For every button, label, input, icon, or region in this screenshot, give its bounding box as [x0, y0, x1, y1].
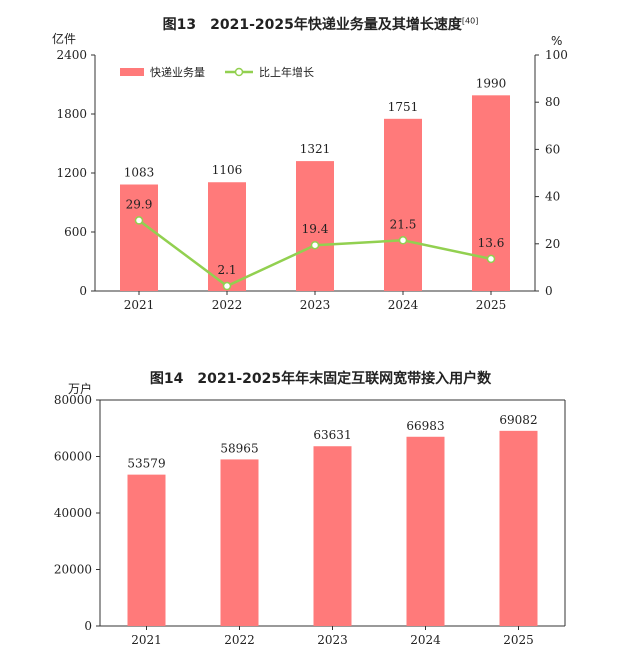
bar-data-label: 53579 [127, 457, 165, 471]
y-tick-label-left: 20000 [54, 563, 92, 577]
title-footnote: [40] [461, 16, 479, 26]
bar [499, 430, 538, 626]
line-point [486, 254, 496, 264]
x-tick-label: 2022 [224, 633, 255, 647]
bar [406, 436, 445, 626]
y-axis-unit-right: % [551, 34, 563, 48]
y-tick-label-right: 100 [545, 48, 568, 62]
bar [127, 474, 166, 626]
x-tick-label: 2023 [317, 633, 348, 647]
chart-title: 图14 2021-2025年年末固定互联网宽带接入用户数 [149, 371, 492, 387]
legend-swatch-point [234, 67, 244, 77]
x-tick-label: 2023 [300, 298, 331, 312]
chart-fig13: 图13 2021-2025年快递业务量及其增长速度[40] 亿件 % 0 600 1… [0, 0, 641, 330]
y-tick-label-left: 80000 [54, 393, 92, 407]
x-tick-label: 2021 [131, 633, 162, 647]
y-tick-label-left: 60000 [54, 450, 92, 464]
bar-data-label: 58965 [220, 441, 258, 455]
line-point [134, 216, 144, 225]
line-data-label: 29.9 [126, 197, 153, 211]
bar [208, 182, 246, 291]
bar [296, 161, 334, 291]
y-axis-unit-left: 亿件 [52, 32, 77, 46]
y-tick-label-left: 0 [84, 619, 92, 633]
y-tick-label-right: 40 [545, 190, 560, 204]
x-tick-label: 2021 [124, 298, 155, 312]
y-tick-label-left: 0 [79, 284, 87, 298]
y-tick-label-left: 1800 [56, 107, 87, 121]
legend-label: 比上年增长 [259, 65, 314, 79]
line-data-label: 2.1 [217, 263, 236, 277]
bar-data-label: 1321 [300, 142, 331, 156]
y-tick-label-left: 2400 [56, 48, 87, 62]
bar [220, 459, 259, 626]
line-point [398, 236, 408, 245]
chart-title: 图13 2021-2025年快递业务量及其增长速度[40] [0, 14, 641, 34]
chart-fig14: 图14 2021-2025年年末固定互联网宽带接入用户数 万户 0 20000 40… [0, 360, 641, 671]
y-tick-label-right: 80 [545, 95, 560, 109]
bar-data-label: 69082 [499, 413, 537, 427]
y-tick-label-right: 60 [545, 142, 560, 156]
y-tick-label-left: 40000 [54, 506, 92, 520]
chart-title-text: 图13 2021-2025年快递业务量及其增长速度 [162, 17, 462, 33]
x-tick-label: 2025 [503, 633, 534, 647]
bar [313, 446, 352, 626]
y-tick-label-right: 20 [545, 237, 560, 251]
line-data-label: 19.4 [302, 222, 329, 236]
x-tick-label: 2025 [476, 298, 507, 312]
chart-plot-fig13: 0 600 1200 1800 2400 0 20 40 60 80 100 1083 2021 1106… [56, 48, 568, 312]
y-tick-label-right: 0 [545, 284, 553, 298]
bar-data-label: 1106 [212, 163, 243, 177]
chart-plot-fig14: 0 20000 40000 60000 80000 53579 2021 58965 2022 6… [54, 393, 566, 647]
line-data-label: 13.6 [478, 236, 505, 250]
y-tick-label-left: 1200 [56, 166, 87, 180]
bar [384, 118, 422, 292]
line-point [310, 240, 320, 250]
x-tick-label: 2024 [410, 633, 441, 647]
x-tick-label: 2022 [212, 298, 243, 312]
x-tick-label: 2024 [388, 298, 419, 312]
line-data-label: 21.5 [390, 217, 417, 231]
bar-data-label: 66983 [406, 419, 444, 433]
legend-swatch-bar [120, 68, 144, 76]
y-axis-unit-left: 万户 [68, 382, 93, 396]
y-tick-label-left: 600 [64, 225, 87, 239]
bar-data-label: 1751 [388, 100, 419, 114]
line-point [222, 281, 232, 291]
bar-data-label: 1083 [124, 166, 155, 180]
bar-data-label: 1990 [476, 76, 507, 90]
bar-data-label: 63631 [313, 428, 351, 442]
legend-label: 快递业务量 [150, 65, 205, 79]
bar [120, 184, 158, 291]
